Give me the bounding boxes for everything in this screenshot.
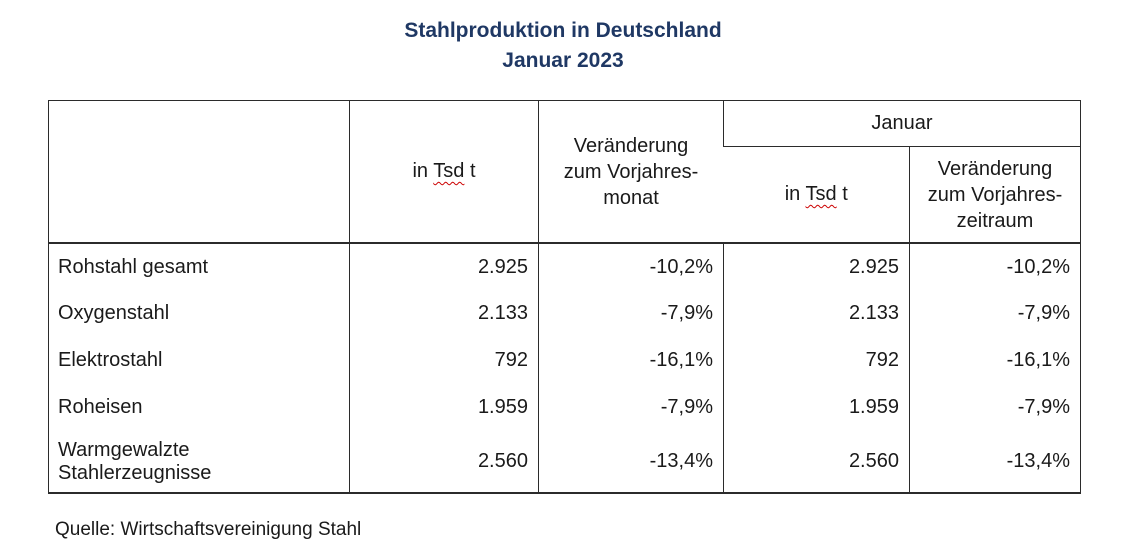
value-tsd-januar: 1.959 xyxy=(723,384,910,431)
steel-production-table: in Tsd t Veränderung zum Vorjahres- mona… xyxy=(48,100,1081,494)
col-header-tsd: in Tsd t xyxy=(349,100,539,244)
unit-suffix: t xyxy=(842,183,848,205)
value-change-month: -16,1% xyxy=(538,337,724,384)
value-change-month: -7,9% xyxy=(538,290,724,337)
corner-blank-cell xyxy=(48,100,350,244)
page-title: Stahlproduktion in Deutschland Januar 20… xyxy=(0,16,1126,76)
source-note: Quelle: Wirtschaftsvereinigung Stahl xyxy=(55,519,362,540)
value-change-month: -7,9% xyxy=(538,384,724,431)
value-change-period: -16,1% xyxy=(909,337,1081,384)
col-header-tsd-januar: in Tsd t xyxy=(723,146,910,244)
change-month-line3: monat xyxy=(603,186,659,209)
value-change-month: -13,4% xyxy=(538,431,724,493)
value-tsd-januar: 2.925 xyxy=(723,243,910,290)
unit-word-spellchecked: Tsd xyxy=(805,183,837,205)
value-change-period: -7,9% xyxy=(909,384,1081,431)
change-month-line1: Veränderung xyxy=(573,134,689,157)
page-title-line1: Stahlproduktion in Deutschland xyxy=(404,19,722,42)
value-change-period: -13,4% xyxy=(909,431,1081,493)
table-row-warmgewalzte: Warmgewalzte Stahlerzeugnisse 2.560 -13,… xyxy=(49,431,1081,493)
value-change-period: -7,9% xyxy=(909,290,1081,337)
value-tsd: 792 xyxy=(349,337,539,384)
table-row-roheisen: Roheisen 1.959 -7,9% 1.959 -7,9% xyxy=(49,384,1081,431)
table-row-elektrostahl: Elektrostahl 792 -16,1% 792 -16,1% xyxy=(49,337,1081,384)
unit-prefix: in xyxy=(412,160,429,182)
value-change-period: -10,2% xyxy=(909,243,1081,290)
row-label: Elektrostahl xyxy=(58,349,163,371)
value-tsd: 2.560 xyxy=(349,431,539,493)
unit-word-spellchecked: Tsd xyxy=(433,160,465,182)
value-tsd: 1.959 xyxy=(349,384,539,431)
row-label: Oxygenstahl xyxy=(58,302,170,324)
value-tsd-januar: 2.560 xyxy=(723,431,910,493)
unit-suffix: t xyxy=(469,160,476,182)
col-header-change-period: Veränderung zum Vorjahres- zeitraum xyxy=(909,146,1081,244)
change-month-line2: zum Vorjahres- xyxy=(563,160,699,183)
unit-prefix: in xyxy=(784,183,801,205)
page-title-line2: Januar 2023 xyxy=(502,49,624,72)
change-period-line3: zeitraum xyxy=(956,209,1034,232)
change-period-line1: Veränderung xyxy=(937,157,1053,180)
value-tsd-januar: 2.133 xyxy=(723,290,910,337)
row-label: Warmgewalzte Stahlerzeugnisse xyxy=(58,438,212,484)
row-label: Rohstahl gesamt xyxy=(58,255,209,278)
change-period-line2: zum Vorjahres- xyxy=(927,183,1063,206)
value-tsd-januar: 792 xyxy=(723,337,910,384)
header-row-top: in Tsd t Veränderung zum Vorjahres- mona… xyxy=(48,100,1081,244)
table-row-rohstahl: Rohstahl gesamt 2.925 -10,2% 2.925 -10,2… xyxy=(49,243,1081,290)
value-tsd: 2.925 xyxy=(349,243,539,290)
value-change-month: -10,2% xyxy=(538,243,724,290)
row-label: Roheisen xyxy=(58,396,143,418)
header-row-sub: in Tsd t Veränderung zum Vorjahres- zeit… xyxy=(49,146,1081,244)
table-row-oxygenstahl: Oxygenstahl 2.133 -7,9% 2.133 -7,9% xyxy=(49,290,1081,337)
col-header-change-month: Veränderung zum Vorjahres- monat xyxy=(538,100,724,244)
value-tsd: 2.133 xyxy=(349,290,539,337)
group-header-januar: Januar xyxy=(723,100,1081,147)
